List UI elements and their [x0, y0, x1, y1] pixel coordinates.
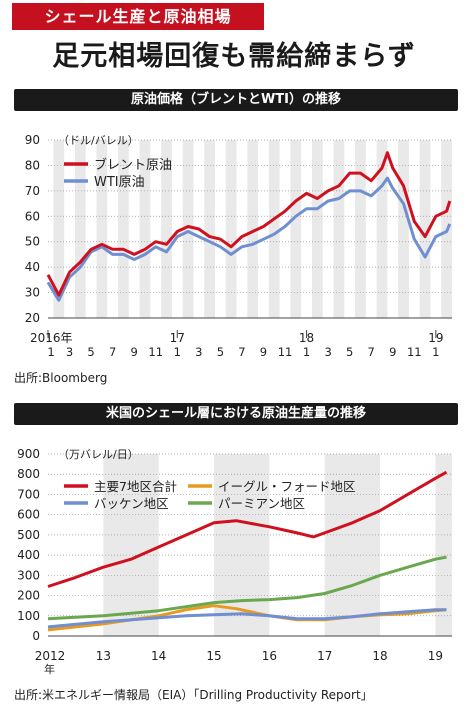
chart1-band	[398, 140, 409, 318]
chart1-band	[74, 140, 86, 318]
chart1-y-tick-label: 30	[25, 286, 40, 300]
chart2-band	[103, 454, 159, 636]
chart1-series-line	[46, 151, 452, 297]
chart1-band	[118, 140, 129, 318]
chart1-x-tick-label: 1	[303, 345, 310, 359]
chart1-x-tick-label: 7	[368, 345, 375, 359]
chart2-y-tick-label: 0	[32, 629, 40, 643]
chart2-y-tick-label: 900	[17, 447, 40, 461]
chart1-band	[419, 140, 431, 318]
chart1-x-tick-label: 9	[131, 345, 138, 359]
chart1-year-label: 17	[170, 331, 185, 345]
chart1-band	[161, 140, 172, 318]
chart1-x-tick-label: 5	[87, 345, 94, 359]
chart1-legend-label: WTI原油	[94, 175, 145, 190]
chart2-legend-label: イーグル・フォード地区	[218, 479, 356, 494]
chart2-source: 出所:米エネルギー情報局（EIA）「Drilling Productivity …	[14, 688, 373, 702]
chart2-x-tick-label: 13	[96, 649, 111, 663]
chart2-y-tick-label: 600	[17, 508, 40, 522]
chart1-y-tick-label: 20	[25, 311, 40, 325]
chart1-x-tick-label: 3	[66, 345, 73, 359]
chart1-y-axis-label: （ドル/バレル）	[58, 134, 139, 147]
chart1-x-tick-label: 9	[260, 345, 267, 359]
chart2-x-tick-label: 15	[206, 649, 221, 663]
chart2-y-tick-label: 100	[17, 609, 40, 623]
chart2-y-tick-label: 200	[17, 589, 40, 603]
chart1-x-tick-label: 7	[109, 345, 116, 359]
chart1-x-tick-label: 1	[174, 345, 181, 359]
chart1-band	[376, 140, 388, 318]
chart1-year-label: 2016年	[30, 331, 73, 345]
chart2-x-tick-label: 19	[428, 649, 443, 663]
chart2-series-line	[47, 555, 447, 621]
chart2-y-tick-label: 400	[17, 548, 40, 562]
headline: 足元相場回復も需給締まらず	[52, 41, 416, 72]
chart1-x-tick-label: 9	[389, 345, 396, 359]
chart1-band	[333, 140, 345, 318]
chart2-x-tick-label: 18	[372, 649, 387, 663]
chart1-y-tick-label: 90	[25, 133, 40, 147]
chart1-x-tick-label: 5	[217, 345, 224, 359]
chart2-x-tick-label: 14	[151, 649, 166, 663]
chart1-source: 出所:Bloomberg	[14, 371, 108, 385]
chart1-x-tick-label: 5	[346, 345, 353, 359]
chart1-y-tick-label: 60	[25, 209, 40, 223]
chart1-series-line	[46, 176, 452, 302]
chart1-year-label: 18	[299, 331, 314, 345]
chart2-title: 米国のシェール層における原油生産量の推移	[14, 403, 458, 425]
chart1-band	[290, 140, 302, 318]
chart2-x-tick-label: 17	[317, 649, 332, 663]
chart1-band	[311, 140, 323, 318]
chart2-x-year-suffix: 年	[44, 662, 55, 676]
chart1-x-tick-label: 11	[407, 345, 422, 359]
chart1-band	[96, 140, 108, 318]
header-tag: シェール生産と原油相場	[12, 3, 264, 30]
chart1-band	[225, 140, 237, 318]
chart1-x-tick-label: 1	[47, 345, 54, 359]
chart1-x-tick-label: 11	[148, 345, 163, 359]
chart2-y-tick-label: 300	[17, 568, 40, 582]
chart1-x-tick-label: 3	[324, 345, 331, 359]
chart2-legend-label: バッケン地区	[94, 496, 169, 511]
chart2-y-tick-label: 500	[17, 528, 40, 542]
chart2-y-tick-label: 800	[17, 467, 40, 481]
chart1-y-tick-label: 80	[25, 158, 40, 172]
chart1-band	[355, 140, 366, 318]
chart2-legend-label: パーミアン地区	[218, 496, 305, 511]
chart1-y-tick-label: 70	[25, 184, 40, 198]
chart2-y-tick-label: 700	[17, 487, 40, 501]
chart1-x-tick-label: 1	[432, 345, 439, 359]
chart2-y-axis-label: （万バレル/日）	[58, 448, 139, 461]
chart1-band	[139, 140, 151, 318]
chart1-year-label: 19	[428, 331, 443, 345]
chart1-y-tick-label: 40	[25, 260, 40, 274]
chart1-band	[182, 140, 194, 318]
chart2-band	[435, 454, 452, 636]
chart1-y-tick-label: 50	[25, 235, 40, 249]
chart1-band	[53, 140, 65, 318]
chart2-x-tick-label: 2012	[35, 649, 66, 663]
chart2-band	[324, 454, 381, 636]
chart2-x-tick-label: 16	[262, 649, 277, 663]
chart2-legend-label: 主要7地区合計	[94, 479, 177, 494]
chart1-x-tick-label: 7	[238, 345, 245, 359]
chart1-band	[268, 140, 280, 318]
chart2-series-line	[47, 470, 448, 588]
chart1-x-tick-label: 11	[278, 345, 293, 359]
chart1-band	[204, 140, 215, 318]
chart1-x-tick-label: 3	[195, 345, 202, 359]
chart1-band	[247, 140, 259, 318]
chart2-series-line	[47, 608, 447, 629]
chart1-title: 原油価格（ブレントとWTI）の推移	[14, 89, 458, 111]
chart1-legend-label: ブレント原油	[94, 157, 172, 173]
